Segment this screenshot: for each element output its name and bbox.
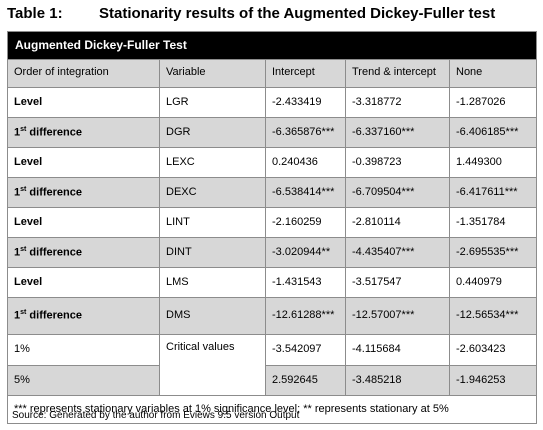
header-none: None [449, 60, 536, 87]
source-note: Source: Generated by the author from Evi… [12, 410, 300, 421]
header-variable: Variable [159, 60, 265, 87]
trend-cell: -3.517547 [345, 268, 449, 297]
header-trend-intercept: Trend & intercept [345, 60, 449, 87]
table-caption: Table 1: Stationarity results of the Augm… [7, 5, 495, 22]
none-cell-1pct: -2.603423 [449, 335, 536, 365]
order-cell: Level [14, 96, 43, 108]
none-cell: 1.449300 [449, 148, 536, 177]
table-row: Level LINT -2.160259 -2.810114 -1.351784 [8, 207, 536, 237]
table-row: 1st difference DMS -12.61288*** -12.5700… [8, 297, 536, 334]
table-row: Level LMS -1.431543 -3.517547 0.440979 [8, 267, 536, 297]
intercept-cell: -6.538414*** [265, 178, 345, 207]
order-cell: 1st difference [14, 186, 82, 199]
intercept-cell: -2.433419 [265, 88, 345, 117]
header-intercept: Intercept [265, 60, 345, 87]
order-cell-5pct: 5% [8, 365, 159, 395]
variable-cell: DEXC [159, 178, 265, 207]
order-cell: 1st difference [14, 246, 82, 259]
trend-cell: -4.435407*** [345, 238, 449, 267]
intercept-cell-1pct: -3.542097 [265, 335, 345, 365]
header-order: Order of integration [14, 66, 109, 78]
table-number: Table 1: [7, 5, 63, 22]
table-row: 1st difference DEXC -6.538414*** -6.7095… [8, 177, 536, 207]
none-cell-5pct: -1.946253 [449, 365, 536, 395]
intercept-cell: -3.020944** [265, 238, 345, 267]
table-footnote: *** represents stationary variables at 1… [8, 395, 536, 423]
adf-results-table: Augmented Dickey-Fuller Test Order of in… [7, 31, 537, 424]
order-cell: Level [14, 156, 43, 168]
intercept-cell: -12.61288*** [265, 298, 345, 334]
none-cell: -12.56534*** [449, 298, 536, 334]
variable-cell: LGR [159, 88, 265, 117]
table-banner: Augmented Dickey-Fuller Test [8, 32, 536, 59]
variable-cell: DINT [159, 238, 265, 267]
variable-cell: LINT [159, 208, 265, 237]
order-cell: Level [14, 216, 43, 228]
trend-cell: -2.810114 [345, 208, 449, 237]
header-row: Order of integration Variable Intercept … [8, 59, 536, 87]
table-title: Stationarity results of the Augmented Di… [99, 5, 496, 22]
table-row: Level LEXC 0.240436 -0.398723 1.449300 [8, 147, 536, 177]
table-row: 1st difference DGR -6.365876*** -6.33716… [8, 117, 536, 147]
trend-cell: -12.57007*** [345, 298, 449, 334]
trend-cell: -0.398723 [345, 148, 449, 177]
intercept-cell: 0.240436 [265, 148, 345, 177]
variable-cell: DGR [159, 118, 265, 147]
intercept-cell: -1.431543 [265, 268, 345, 297]
critical-values-label: Critical values [159, 335, 265, 395]
none-cell: -6.417611*** [449, 178, 536, 207]
table-row: Level LGR -2.433419 -3.318772 -1.287026 [8, 87, 536, 117]
variable-cell: LEXC [159, 148, 265, 177]
intercept-cell: -2.160259 [265, 208, 345, 237]
none-cell: 0.440979 [449, 268, 536, 297]
critical-values-block: 1% Critical values -3.542097 -4.115684 -… [8, 334, 536, 395]
intercept-cell-5pct: 2.592645 [265, 365, 345, 395]
trend-cell: -3.318772 [345, 88, 449, 117]
intercept-cell: -6.365876*** [265, 118, 345, 147]
trend-cell-5pct: -3.485218 [345, 365, 449, 395]
table-row: 1st difference DINT -3.020944** -4.43540… [8, 237, 536, 267]
none-cell: -2.695535*** [449, 238, 536, 267]
none-cell: -1.287026 [449, 88, 536, 117]
variable-cell: LMS [159, 268, 265, 297]
trend-cell-1pct: -4.115684 [345, 335, 449, 365]
order-cell: 1st difference [14, 126, 82, 139]
none-cell: -1.351784 [449, 208, 536, 237]
order-cell: Level [14, 276, 43, 288]
trend-cell: -6.709504*** [345, 178, 449, 207]
variable-cell: DMS [159, 298, 265, 334]
none-cell: -6.406185*** [449, 118, 536, 147]
order-cell: 1st difference [14, 309, 82, 322]
order-cell-1pct: 1% [8, 335, 159, 365]
trend-cell: -6.337160*** [345, 118, 449, 147]
